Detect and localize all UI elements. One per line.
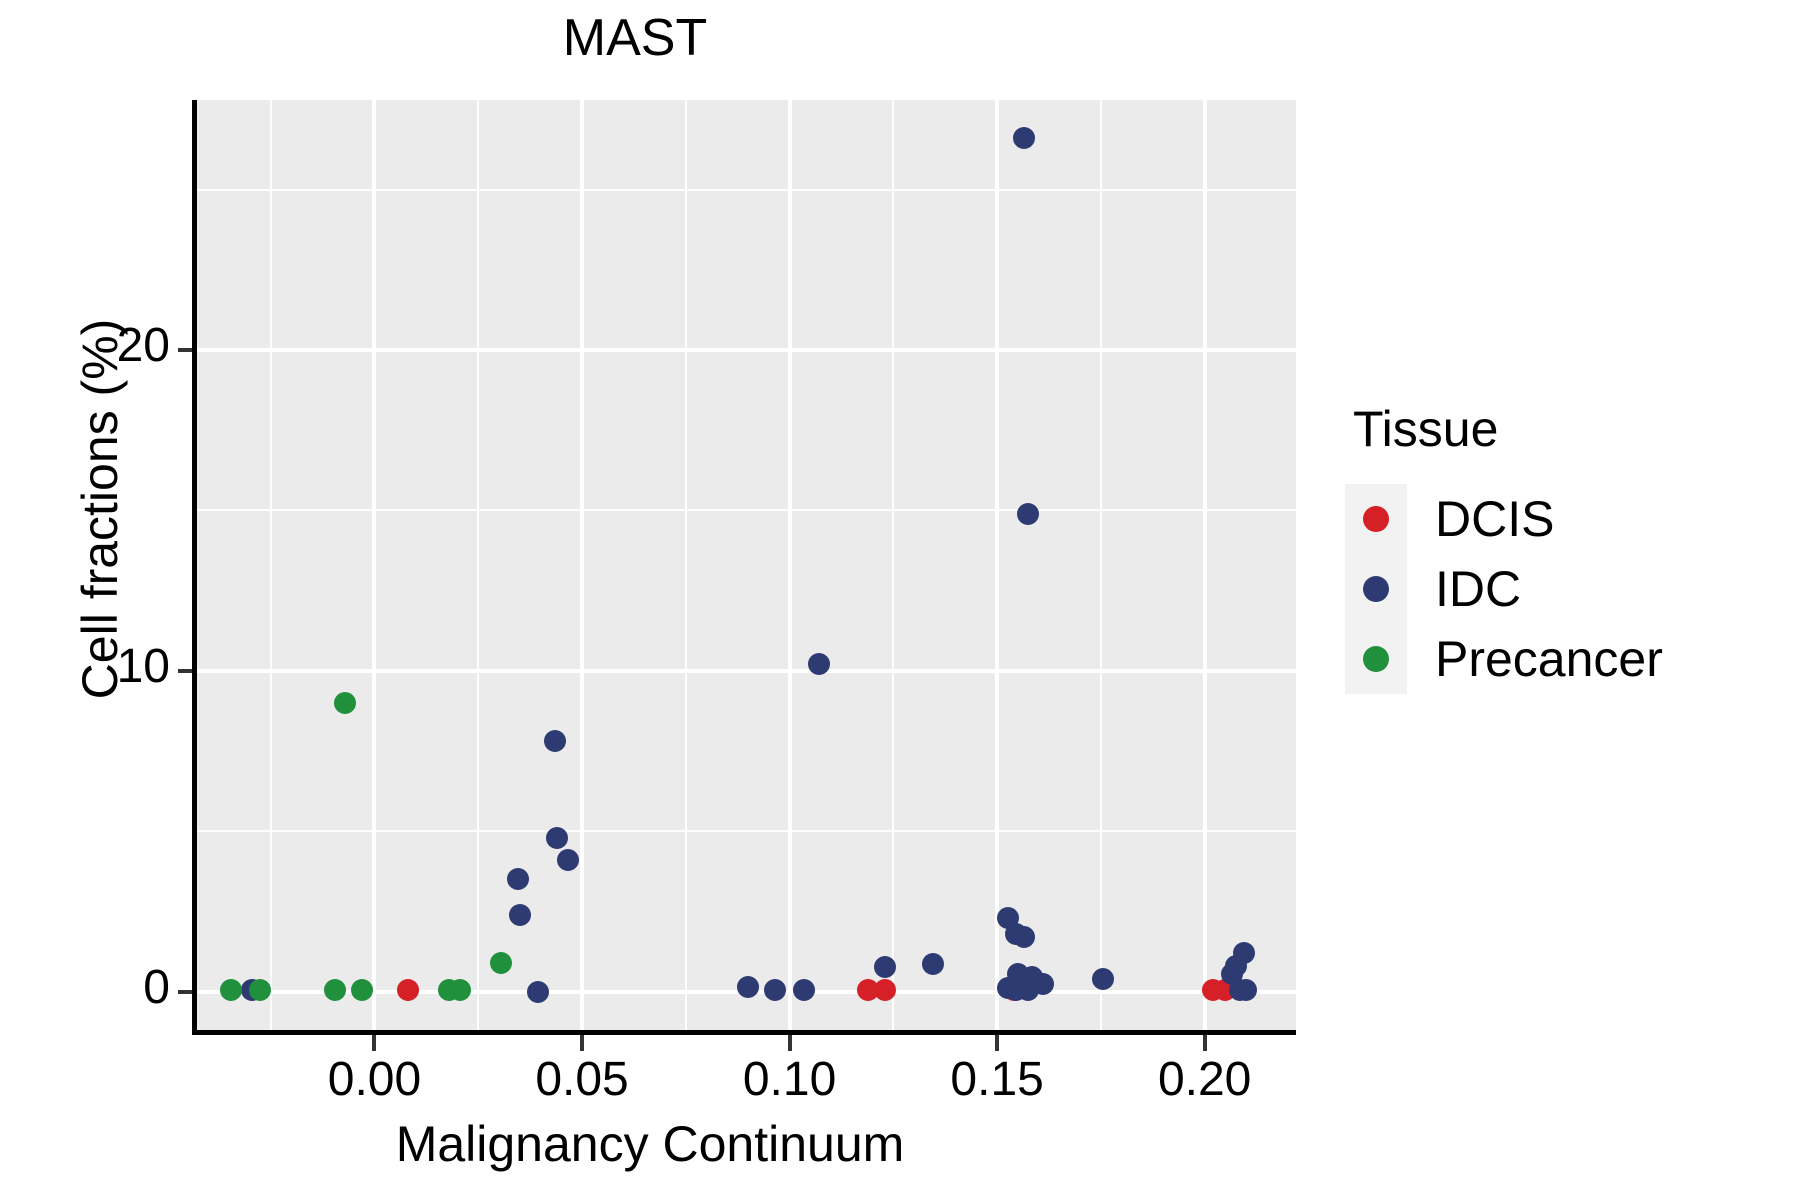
y-tick-label: 10 [116, 639, 170, 693]
x-tick-label: 0.20 [1157, 1053, 1252, 1106]
gridline-vertical-minor [1099, 100, 1102, 1030]
gridline-vertical-major [580, 100, 585, 1030]
scatter-point [220, 978, 243, 1001]
scatter-point [334, 691, 357, 714]
gridline-vertical-minor [477, 100, 480, 1030]
y-tick-label: 0 [143, 960, 170, 1014]
gridline-horizontal-major [196, 348, 1296, 353]
gridline-horizontal-minor [196, 830, 1296, 833]
x-axis-line [192, 1030, 1296, 1035]
scatter-point [764, 978, 787, 1001]
scatter-point [807, 653, 830, 676]
scatter-point [490, 951, 513, 974]
x-tick-mark [372, 1035, 377, 1051]
y-axis-line [192, 100, 197, 1030]
scatter-point [1235, 978, 1258, 1001]
x-tick-mark [995, 1035, 1000, 1051]
scatter-point [1017, 978, 1040, 1001]
scatter-point [506, 868, 529, 891]
x-tick-label: 0.15 [950, 1053, 1044, 1106]
legend-item-dcis[interactable]: DCIS [1345, 484, 1765, 554]
legend-item-label: IDC [1435, 561, 1522, 617]
scatter-point [1013, 127, 1036, 150]
legend-dot-icon [1363, 576, 1389, 602]
scatter-point [351, 978, 374, 1001]
scatter-point [556, 849, 579, 872]
legend: Tissue DCIS IDC Precancer [1345, 400, 1765, 694]
y-tick-mark [178, 348, 192, 353]
scatter-point [546, 826, 569, 849]
gridline-vertical-major [787, 100, 792, 1030]
scatter-point [544, 730, 567, 753]
legend-dot-icon [1363, 506, 1389, 532]
scatter-point [921, 953, 944, 976]
legend-title: Tissue [1353, 401, 1499, 457]
gridline-vertical-major [995, 100, 1000, 1030]
scatter-point [1017, 502, 1040, 525]
y-tick-label: 20 [116, 319, 170, 373]
gridline-horizontal-minor [196, 509, 1296, 512]
gridline-vertical-minor [269, 100, 272, 1030]
scatter-point [874, 978, 897, 1001]
scatter-point [249, 978, 272, 1001]
y-tick-mark [178, 989, 192, 994]
legend-item-label: Precancer [1435, 631, 1663, 687]
legend-item-list: DCIS IDC Precancer [1345, 484, 1765, 694]
gridline-vertical-major [372, 100, 377, 1030]
scatter-point [857, 978, 880, 1001]
gridline-vertical-major [1202, 100, 1207, 1030]
y-axis-title: Cell fractions (%) [72, 318, 128, 700]
gridline-vertical-minor [684, 100, 687, 1030]
scatter-point [737, 975, 760, 998]
scatter-point [793, 978, 816, 1001]
gridline-horizontal-major [196, 668, 1296, 673]
gridline-vertical-minor [892, 100, 895, 1030]
plot-panel [196, 100, 1296, 1030]
x-tick-label: 0.05 [535, 1053, 629, 1106]
scatter-point [874, 955, 897, 978]
scatter-point [1091, 967, 1114, 990]
scatter-point [448, 978, 471, 1001]
x-tick-label: 0.00 [327, 1053, 422, 1106]
legend-item-idc[interactable]: IDC [1345, 554, 1765, 624]
gridline-horizontal-minor [196, 188, 1296, 191]
y-tick-mark [178, 668, 192, 673]
scatter-point [508, 903, 531, 926]
scatter-point [1013, 926, 1036, 948]
legend-key-swatch [1345, 484, 1407, 554]
page-title: MAST [562, 9, 708, 67]
x-tick-mark [580, 1035, 585, 1051]
scatter-point [324, 978, 347, 1001]
legend-item-label: DCIS [1435, 491, 1555, 547]
legend-key-swatch [1345, 624, 1407, 694]
scatter-point [527, 980, 550, 1003]
x-tick-mark [1202, 1035, 1207, 1051]
x-tick-mark [787, 1035, 792, 1051]
x-tick-label: 0.10 [742, 1053, 837, 1106]
legend-dot-icon [1363, 646, 1389, 672]
scatter-point [396, 978, 419, 1001]
legend-key-swatch [1345, 554, 1407, 624]
x-axis-title: Malignancy Continuum [395, 1116, 905, 1172]
legend-item-precancer[interactable]: Precancer [1345, 624, 1765, 694]
